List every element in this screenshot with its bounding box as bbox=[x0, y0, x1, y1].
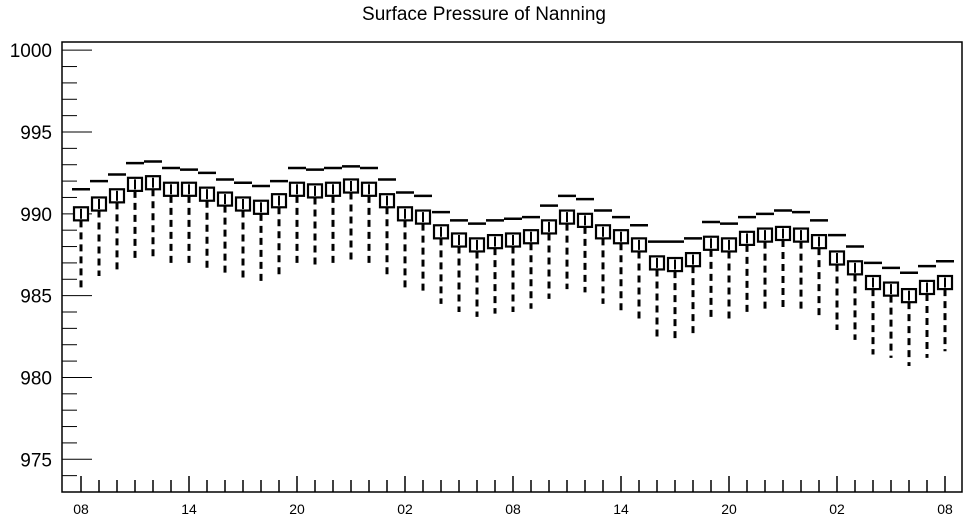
box-item bbox=[468, 222, 486, 317]
box-item bbox=[324, 166, 342, 265]
y-tick-label: 985 bbox=[20, 287, 52, 308]
box-item bbox=[540, 204, 558, 299]
x-tick-label: 14 bbox=[181, 501, 197, 517]
box-item bbox=[684, 237, 702, 335]
box-item bbox=[108, 173, 126, 270]
box-item bbox=[774, 209, 792, 309]
box-item bbox=[72, 188, 90, 288]
box-item bbox=[648, 240, 666, 337]
box-item bbox=[396, 191, 414, 288]
box-item bbox=[900, 271, 918, 366]
box-item bbox=[558, 194, 576, 290]
box-item bbox=[378, 178, 396, 276]
box-item bbox=[738, 215, 756, 314]
box-item bbox=[630, 224, 648, 321]
box-item bbox=[522, 215, 540, 309]
box-item bbox=[720, 222, 738, 321]
box-item bbox=[702, 220, 720, 319]
box-item bbox=[846, 245, 864, 340]
y-tick-label: 975 bbox=[20, 450, 52, 471]
box-item bbox=[126, 161, 144, 258]
box-item bbox=[180, 168, 198, 265]
x-tick-label: 08 bbox=[505, 501, 521, 517]
x-tick-label: 08 bbox=[73, 501, 89, 517]
box-item bbox=[864, 261, 882, 355]
box-item bbox=[288, 166, 306, 267]
x-tick-label: 20 bbox=[721, 501, 737, 517]
x-tick-label: 08 bbox=[937, 501, 953, 517]
y-axis: 975 980 985 990 995 1000 bbox=[10, 41, 92, 493]
box-item bbox=[882, 266, 900, 358]
plot-frame bbox=[61, 41, 963, 493]
box-item bbox=[306, 168, 324, 267]
x-tick-label: 02 bbox=[397, 501, 413, 517]
box-item bbox=[234, 181, 252, 278]
box-item bbox=[360, 166, 378, 265]
y-tick-label: 1000 bbox=[10, 41, 52, 62]
box-item bbox=[504, 217, 522, 312]
x-tick-label: 20 bbox=[289, 501, 305, 517]
box-item bbox=[828, 233, 846, 330]
box-item bbox=[756, 212, 774, 311]
box-item bbox=[414, 194, 432, 293]
box-item bbox=[936, 260, 954, 352]
x-tick-label: 14 bbox=[613, 501, 629, 517]
box-item bbox=[252, 184, 270, 281]
box-item bbox=[918, 264, 936, 358]
box-item bbox=[162, 166, 180, 265]
box-item bbox=[792, 210, 810, 311]
box-item bbox=[486, 219, 504, 314]
box-series bbox=[72, 160, 954, 366]
box-item bbox=[612, 215, 630, 311]
box-item bbox=[144, 160, 162, 257]
x-tick-label: 02 bbox=[829, 501, 845, 517]
chart-title: Surface Pressure of Nanning bbox=[362, 4, 606, 25]
box-item bbox=[270, 179, 288, 276]
box-item bbox=[666, 240, 684, 339]
box-item bbox=[450, 219, 468, 312]
box-item bbox=[594, 209, 612, 304]
box-item bbox=[216, 178, 234, 275]
box-item bbox=[432, 210, 450, 304]
y-tick-label: 980 bbox=[20, 368, 52, 389]
y-tick-label: 990 bbox=[20, 205, 52, 226]
box-item bbox=[90, 179, 108, 276]
y-tick-label: 995 bbox=[20, 123, 52, 144]
x-axis: 08 14 20 02 08 14 20 02 08 bbox=[73, 476, 953, 517]
box-item bbox=[576, 197, 594, 293]
box-item bbox=[198, 171, 216, 270]
box-item bbox=[810, 219, 828, 317]
box-item bbox=[342, 165, 360, 263]
